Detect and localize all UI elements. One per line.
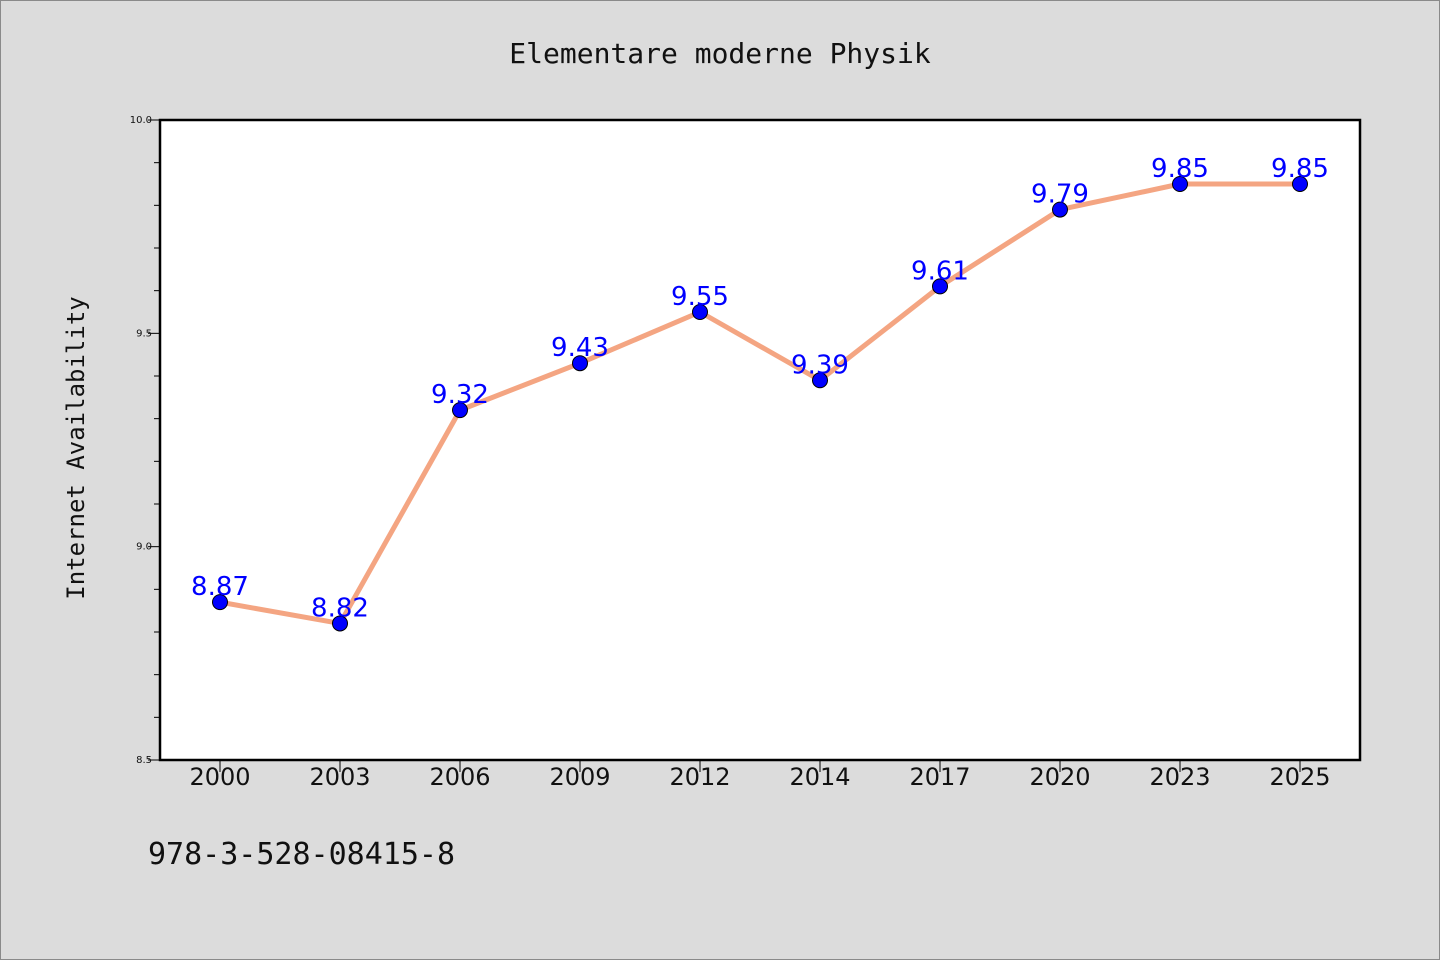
x-tick-label: 2012 xyxy=(669,763,730,791)
data-label: 9.85 xyxy=(1271,154,1329,184)
data-point-marker xyxy=(212,594,228,611)
x-tick-label: 2023 xyxy=(1149,763,1210,791)
y-tick-label: 9.5 xyxy=(136,328,152,339)
data-label: 9.79 xyxy=(1031,180,1089,210)
data-label: 9.85 xyxy=(1151,154,1209,184)
series-group xyxy=(217,181,1303,626)
x-tick-label: 2003 xyxy=(309,763,370,791)
data-point-marker xyxy=(1172,176,1188,192)
data-label: 9.61 xyxy=(911,256,969,286)
x-axis: 2000 2003 2006 2009 2012 2014 2017 2020 2023 2025 xyxy=(189,760,1331,791)
x-tick-label: 2000 xyxy=(189,763,250,791)
x-tick-label: 2014 xyxy=(789,763,850,791)
x-tick-label: 2006 xyxy=(429,763,490,791)
data-point-marker xyxy=(1052,201,1068,218)
data-point-marker xyxy=(692,304,708,320)
x-tick-label: 2020 xyxy=(1029,763,1090,791)
data-label: 9.32 xyxy=(431,380,489,410)
y-tick-label: 9.0 xyxy=(136,542,152,553)
data-point-marker xyxy=(932,278,948,295)
data-point-marker xyxy=(812,372,828,389)
data-point-marker xyxy=(452,402,468,419)
plot-border xyxy=(158,118,1362,762)
y-axis: 8.5 9.0 9.5 10.0 xyxy=(130,115,160,766)
data-point-marker xyxy=(572,355,588,372)
x-tick-label: 2017 xyxy=(909,763,970,791)
isbn-text: 978-3-528-08415-8 xyxy=(148,837,455,872)
x-tick-label: 2009 xyxy=(549,763,610,791)
y-axis-label: Internet Availability xyxy=(62,296,90,599)
data-label: 9.55 xyxy=(671,282,729,312)
y-tick-label: 8.5 xyxy=(136,755,152,766)
data-label: 9.43 xyxy=(551,333,609,363)
data-label: 9.39 xyxy=(791,350,849,380)
data-label: 8.82 xyxy=(311,593,369,623)
data-point-marker xyxy=(332,615,348,632)
y-tick-label: 10.0 xyxy=(130,115,152,126)
data-labels-group: 8.87 8.82 9.32 9.43 9.55 9.39 9.61 9.79 9.85 9.85 xyxy=(191,154,1329,623)
plot-area xyxy=(160,120,1360,760)
markers-group xyxy=(212,176,1308,632)
chart-title: Elementare moderne Physik xyxy=(509,37,931,70)
data-point-marker xyxy=(1292,176,1308,192)
series-line xyxy=(217,181,1303,626)
x-tick-label: 2025 xyxy=(1269,763,1330,791)
data-label: 8.87 xyxy=(191,572,249,602)
